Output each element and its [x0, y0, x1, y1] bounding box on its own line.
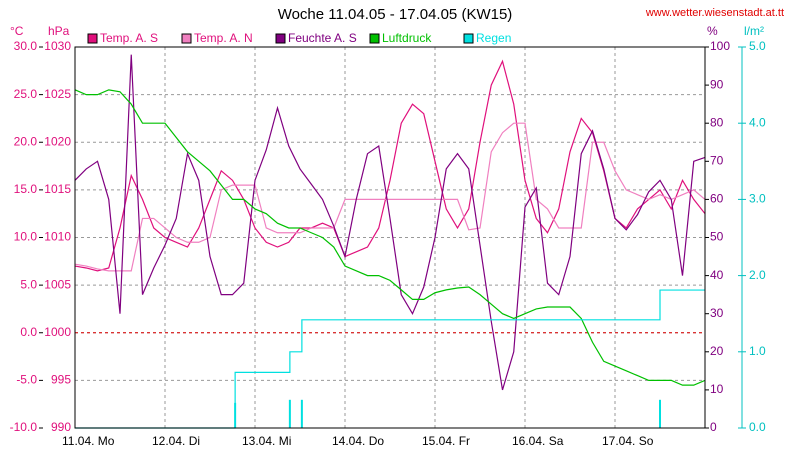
y3-tick-label: 90	[710, 77, 724, 91]
y-tick-label: -5.0	[16, 373, 37, 387]
source: www.wetter.wiesenstadt.at.tt	[645, 7, 784, 19]
y3-tick-label: 0	[710, 420, 717, 434]
y-tick-label: 0.0	[20, 325, 37, 339]
y2-tick-label: 1020	[44, 134, 71, 148]
x-tick-label: 14.04. Do	[332, 434, 384, 448]
y-tick-label: 20.0	[14, 134, 38, 148]
y4-axis-unit: l/m²	[744, 24, 764, 38]
y-tick-label: 5.0	[20, 277, 37, 291]
y2-tick-label: 1025	[44, 87, 71, 101]
legend-swatch	[463, 33, 474, 44]
x-tick-label: 11.04. Mo	[62, 434, 115, 448]
series-line	[74, 122, 706, 272]
y3-tick-label: 30	[710, 306, 724, 320]
y-tick-label: 10.0	[14, 230, 38, 244]
y3-tick-label: 100	[710, 39, 730, 53]
y-tick-label: 15.0	[14, 182, 38, 196]
x-tick-label: 16.04. Sa	[512, 434, 564, 448]
y4-tick-label: 4.0	[749, 115, 766, 129]
y-tick-label: 30.0	[14, 39, 38, 53]
series-line	[74, 59, 706, 272]
y-axis-unit: °C	[10, 24, 24, 38]
y2-tick-label: 1000	[44, 325, 71, 339]
y3-tick-label: 70	[710, 153, 724, 167]
y-tick-label: -10.0	[10, 420, 38, 434]
y-tick-label: 25.0	[14, 87, 38, 101]
x-tick-label: 12.04. Di	[152, 434, 200, 448]
y3-axis-unit: %	[707, 24, 718, 38]
x-tick-label: 17.04. So	[602, 434, 654, 448]
legend-swatch	[87, 33, 98, 44]
legend-label: Feuchte A. S	[288, 31, 357, 45]
x-tick-label: 13.04. Mi	[242, 434, 291, 448]
y4-tick-label: 1.0	[749, 344, 766, 358]
y2-tick-label: 990	[51, 420, 71, 434]
y4-tick-label: 2.0	[749, 268, 766, 282]
y3-tick-label: 10	[710, 382, 724, 396]
legend-label: Temp. A. S	[100, 31, 158, 45]
y2-tick-label: 1030	[44, 39, 71, 53]
y4-tick-label: 3.0	[749, 192, 766, 206]
plot-frame	[74, 46, 706, 429]
series-line	[75, 289, 705, 429]
y3-tick-label: 80	[710, 115, 724, 129]
y3-tick-label: 50	[710, 230, 724, 244]
rain-bar	[300, 399, 303, 428]
y2-tick-label: 1005	[44, 277, 71, 291]
rain-bar	[659, 399, 661, 428]
y3-tick-label: 20	[710, 344, 724, 358]
legend-swatch	[369, 33, 380, 44]
rain-bar	[288, 399, 291, 428]
x-tick-label: 15.04. Fr	[422, 434, 470, 448]
series-line	[74, 54, 706, 391]
y3-tick-label: 40	[710, 268, 724, 282]
legend-label: Regen	[476, 31, 511, 45]
chart-title: Woche 11.04.05 - 17.04.05 (KW15)	[278, 6, 513, 23]
y2-tick-label: 1010	[44, 230, 71, 244]
y4-tick-label: 0.0	[749, 420, 766, 434]
y2-tick-label: 995	[51, 373, 71, 387]
legend-swatch	[275, 33, 286, 44]
y3-tick-label: 60	[710, 192, 724, 206]
y2-axis-unit: hPa	[48, 24, 70, 38]
legend-label: Luftdruck	[382, 31, 432, 45]
series-line	[74, 89, 706, 386]
y2-tick-label: 1015	[44, 182, 71, 196]
legend-label: Temp. A. N	[194, 31, 253, 45]
y4-tick-label: 5.0	[749, 39, 766, 53]
legend-swatch	[181, 33, 192, 44]
